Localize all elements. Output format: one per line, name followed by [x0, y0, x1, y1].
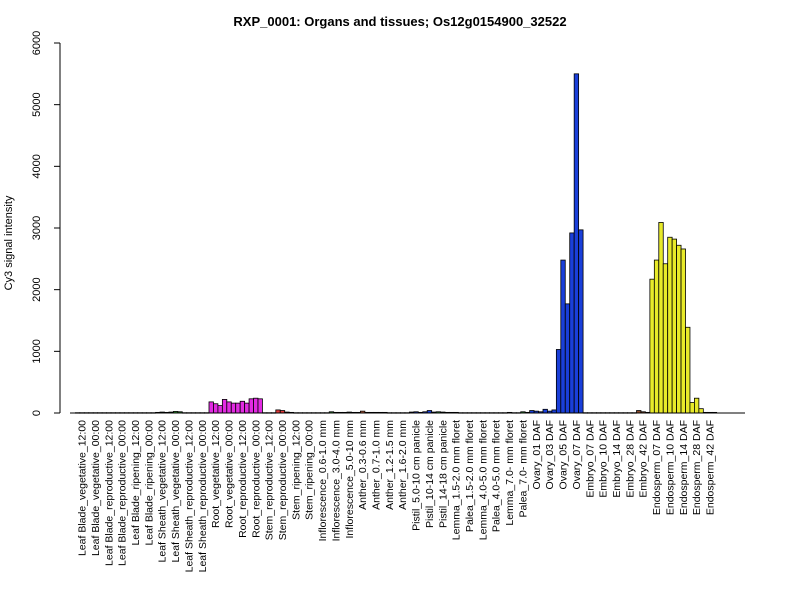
x-tick-label: Leaf Sheath_reproductive_12:00 — [183, 420, 195, 573]
x-tick-label: Root_vegetative_12:00 — [210, 420, 222, 528]
x-tick-label: Embryo_10 DAF — [598, 420, 610, 498]
bar — [578, 229, 584, 414]
x-tick-label: Leaf Blade_reproductive_12:00 — [103, 420, 115, 566]
x-tick-label: Endosperm_42 DAF — [705, 420, 717, 515]
x-tick-label: Anther_0.7-1.0 mm — [371, 420, 383, 510]
bar — [213, 403, 219, 414]
y-tick-label: 3000 — [31, 216, 43, 240]
bar — [248, 398, 254, 414]
bar — [689, 402, 695, 414]
bar — [239, 400, 246, 414]
x-tick-label: Anther_0.3-0.6 mm — [357, 420, 369, 510]
x-tick-label: Anther_1.2-1.5 mm — [384, 420, 396, 510]
y-tick-label: 2000 — [31, 277, 43, 301]
bar — [564, 303, 571, 414]
x-tick-label: Endosperm_14 DAF — [678, 420, 690, 515]
x-tick-label: Leaf Blade_vegetative_00:00 — [90, 420, 102, 556]
x-tick-label: Ovary_03 DAF — [544, 420, 556, 489]
bar — [662, 263, 669, 414]
bar — [698, 408, 704, 414]
bar — [235, 402, 241, 414]
bar — [230, 402, 237, 414]
x-tick-label: Leaf Blade_vegetative_12:00 — [77, 420, 89, 556]
x-tick-label: Endosperm_28 DAF — [691, 420, 703, 515]
x-tick-label: Leaf Blade_ripening_12:00 — [130, 420, 142, 546]
x-tick-label: Embryo_28 DAF — [624, 420, 636, 498]
bar — [542, 408, 548, 414]
bar — [680, 248, 686, 414]
y-tick-label: 0 — [31, 410, 43, 416]
x-tick-label: Anther_1.6-2.0 mm — [397, 420, 409, 510]
x-tick-label: Stem_ripening_12:00 — [290, 420, 302, 520]
x-tick-label: Inflorescence_0.6-1.0 mm — [317, 420, 329, 542]
y-axis-label: Cy3 signal intensity — [3, 195, 15, 290]
bar — [217, 405, 223, 414]
x-tick-label: Endosperm_10 DAF — [664, 420, 676, 515]
x-tick-label: Embryo_42 DAF — [638, 420, 650, 498]
bar — [257, 398, 263, 414]
x-tick-label: Root_reproductive_00:00 — [250, 420, 262, 538]
x-tick-label: Inflorescence_5.0-10 mm — [344, 420, 356, 539]
x-tick-label: Leaf Sheath_vegetative_12:00 — [157, 420, 169, 563]
x-tick-label: Pistil_10-14 cm panicle — [424, 420, 436, 528]
bar — [573, 73, 580, 414]
x-tick-label: Lemma_7.0- mm floret — [504, 420, 516, 526]
bar — [555, 349, 562, 414]
bar — [226, 401, 232, 414]
bar — [560, 259, 566, 414]
bar — [667, 236, 673, 414]
bar — [676, 244, 682, 414]
y-axis: 0 1000 2000 3000 4000 5000 6000 — [31, 31, 61, 416]
x-tick-label: Root_reproductive_12:00 — [237, 420, 249, 538]
bar — [208, 401, 214, 414]
x-tick-label: Leaf Blade_ripening_00:00 — [143, 420, 155, 546]
x-tick-label: Stem_reproductive_00:00 — [277, 420, 289, 540]
x-tick-label: Embryo_07 DAF — [584, 420, 596, 498]
bars-layer — [70, 73, 745, 414]
x-tick-label: Embryo_14 DAF — [611, 420, 623, 498]
x-tick-label: Palea_1.5-2.0 mm floret — [464, 420, 476, 532]
bar — [658, 222, 664, 414]
x-tick-label: Lemma_4.0-5.0 mm floret — [477, 420, 489, 540]
bar — [694, 397, 700, 414]
x-tick-label: Ovary_07 DAF — [571, 420, 583, 489]
x-tick-label: Pistil_5.0-10 cm panicle — [411, 420, 423, 531]
bar — [685, 326, 691, 414]
y-tick-label: 6000 — [31, 31, 43, 55]
bar — [221, 399, 228, 414]
x-tick-label: Stem_ripening_00:00 — [304, 420, 316, 520]
x-tick-label: Pistil_14-18 cm panicle — [437, 420, 449, 528]
x-tick-label: Ovary_05 DAF — [558, 420, 570, 489]
x-tick-label: Lemma_1.5-2.0 mm floret — [451, 420, 463, 540]
y-tick-label: 5000 — [31, 92, 43, 116]
chart-title: RXP_0001: Organs and tissues; Os12g01549… — [233, 14, 566, 29]
x-tick-label: Ovary_01 DAF — [531, 420, 543, 489]
x-tick-label: Palea_4.0-5.0 mm floret — [491, 420, 503, 532]
x-tick-label: Root_vegetative_00:00 — [224, 420, 236, 528]
x-tick-label: Leaf Blade_reproductive_00:00 — [117, 420, 129, 566]
x-tick-label: Stem_reproductive_12:00 — [264, 420, 276, 540]
x-tick-label: Palea_7.0- mm floret — [517, 420, 529, 518]
x-tick-label: Leaf Sheath_reproductive_00:00 — [197, 420, 209, 573]
bar — [649, 278, 655, 414]
x-tick-label: Endosperm_07 DAF — [651, 420, 663, 515]
bar — [253, 397, 259, 414]
bar — [653, 259, 660, 414]
y-tick-label: 4000 — [31, 154, 43, 178]
y-tick-label: 1000 — [31, 339, 43, 363]
bar — [244, 402, 250, 414]
x-tick-label: Leaf Sheath_vegetative_00:00 — [170, 420, 182, 563]
bar — [671, 238, 678, 414]
x-axis-category-labels: Leaf Blade_vegetative_12:00 Leaf Blade_ve… — [77, 420, 717, 573]
x-tick-label: Inflorescence_3.0-4.0 mm — [330, 420, 342, 542]
bar — [569, 232, 575, 414]
